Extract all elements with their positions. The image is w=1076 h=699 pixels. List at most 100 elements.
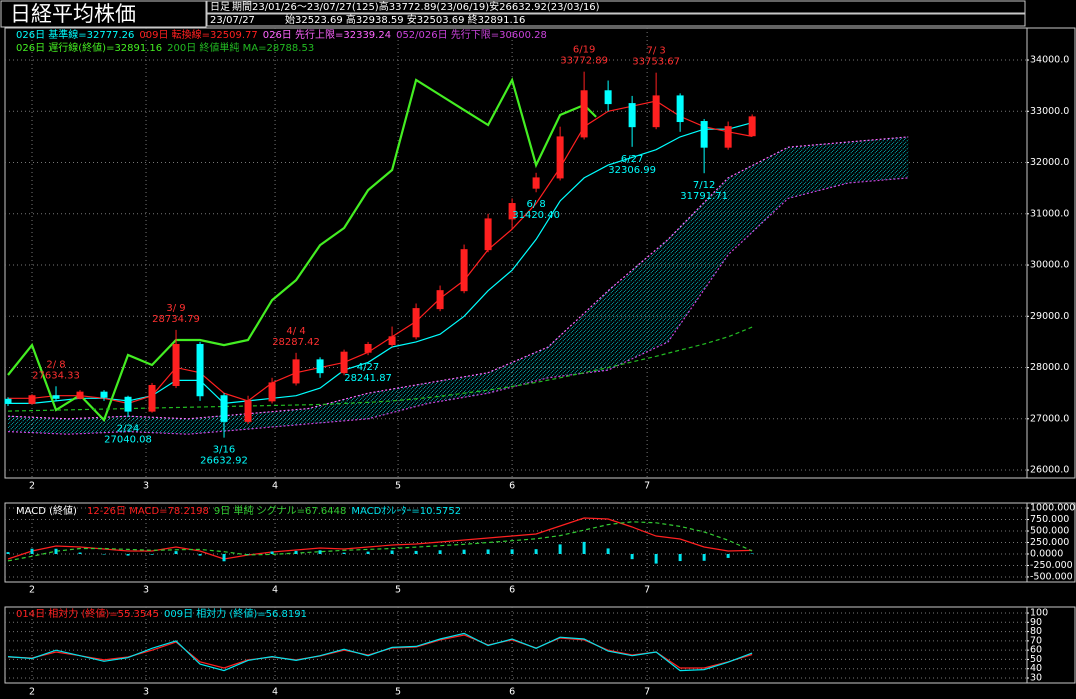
oscillator-bar — [126, 553, 130, 556]
annotation-date: 7/ 3 — [646, 46, 665, 57]
x-tick-label: 2 — [29, 481, 35, 492]
candle-body — [100, 391, 108, 398]
candle-body — [700, 121, 708, 148]
y-tick-label: 100 — [1030, 608, 1048, 619]
annotation-date: 6/ 8 — [526, 199, 545, 210]
oscillator-bar — [654, 553, 658, 564]
axis-frame — [1026, 27, 1076, 479]
date: 23/07/27 — [210, 15, 255, 26]
annotation-value: 26632.92 — [200, 456, 248, 467]
oscillator-bar — [582, 541, 586, 554]
y-tick-label: 31000.0 — [1030, 208, 1069, 219]
oscillator-bar — [102, 553, 106, 555]
x-tick-label: 2 — [29, 687, 35, 698]
legend-entry: 009日 転換線=32509.77 — [139, 28, 257, 41]
panel-title: MACD (終値) — [16, 504, 77, 517]
oscillator-bar — [438, 550, 442, 554]
y-tick-label: 70 — [1030, 635, 1042, 646]
info-row — [206, 0, 1026, 14]
candle-body — [4, 398, 12, 404]
legend-entry: 052/026日 先行下限=30600.28 — [396, 28, 547, 41]
candle-body — [172, 343, 180, 386]
y-tick-label: 27000.0 — [1030, 413, 1069, 424]
annotation-date: 6/27 — [621, 154, 643, 165]
candle-body — [748, 116, 756, 137]
y-tick-label: 750.000 — [1030, 514, 1069, 525]
annotation-value: 27634.33 — [32, 370, 80, 381]
oscillator-bar — [78, 552, 82, 554]
y-tick-label: 30000.0 — [1030, 260, 1069, 271]
legend-entry: 009日 相対力 (終値)=56.8191 — [164, 607, 307, 620]
candle-body — [436, 290, 444, 310]
y-tick-label: 28000.0 — [1030, 362, 1069, 373]
oscillator-bar — [30, 548, 34, 554]
annotation-date: 2/24 — [117, 424, 139, 435]
y-tick-label: 90 — [1030, 617, 1042, 628]
oscillator-bar — [54, 548, 58, 554]
y-tick-label: -250.000 — [1030, 560, 1073, 571]
legend-entry: 200日 終値単純 MA=28788.53 — [167, 41, 314, 54]
y-tick-label: 26000.0 — [1030, 465, 1069, 476]
annotation-date: 4/27 — [357, 362, 379, 373]
annotation-value: 28287.42 — [272, 337, 320, 348]
candle-body — [460, 249, 468, 292]
oscillator-bar — [750, 553, 754, 554]
oscillator-bar — [558, 544, 562, 554]
oscillator-bar — [366, 551, 370, 554]
series-line — [8, 100, 753, 405]
y-tick-label: 40 — [1030, 663, 1042, 674]
x-tick-label: 6 — [509, 585, 515, 596]
y-tick-label: 60 — [1030, 645, 1042, 656]
series-line — [7, 177, 909, 435]
oscillator-bar — [630, 553, 634, 560]
series-line — [7, 632, 753, 672]
x-tick-label: 4 — [272, 585, 278, 596]
candle-body — [340, 351, 348, 374]
y-tick-label: 32000.0 — [1030, 157, 1069, 168]
candle-body — [532, 177, 540, 189]
candle-body — [196, 343, 204, 397]
candle-body — [508, 203, 516, 220]
y-tick-label: 0.0000 — [1030, 548, 1063, 559]
x-tick-label: 7 — [644, 585, 650, 596]
annotation-date: 2/ 8 — [46, 359, 65, 370]
oscillator-bar — [678, 553, 682, 562]
axis-frame — [1026, 606, 1076, 684]
x-tick-label: 2 — [29, 585, 35, 596]
legend-entry: MACDｵｼﾚｰﾀｰ=10.5752 — [351, 505, 461, 517]
oscillator-bar — [150, 553, 154, 555]
x-tick-label: 3 — [143, 687, 149, 698]
oscillator-bar — [726, 553, 730, 558]
candle-body — [76, 391, 84, 399]
legend-entry: 014日 相対力 (終値)=55.3545 — [16, 607, 159, 620]
candle-body — [580, 90, 588, 138]
annotation-value: 31791.71 — [680, 191, 728, 202]
oscillator-bar — [246, 553, 250, 555]
candle-body — [388, 336, 396, 345]
annotation-date: 6/19 — [573, 45, 595, 56]
ohlc: 始32523.69 高32938.59 安32503.69 終32891.16 — [285, 13, 525, 26]
oscillator-bar — [222, 553, 226, 562]
legend-entry: 026日 遅行線(終値)=32891.16 — [16, 41, 162, 54]
x-tick-label: 4 — [272, 687, 278, 698]
candle-body — [148, 384, 156, 412]
legend-entry: 026日 先行上限=32339.24 — [263, 28, 391, 41]
annotation-date: 3/ 9 — [166, 303, 185, 314]
candle-body — [604, 90, 612, 105]
oscillator-bar — [270, 551, 274, 554]
oscillator-bar — [390, 550, 394, 554]
candle-body — [316, 359, 324, 374]
oscillator-bar — [486, 549, 490, 554]
ichimoku-cloud — [8, 136, 909, 435]
annotation-value: 32306.99 — [608, 165, 656, 176]
candle-body — [676, 95, 684, 123]
candle-body — [244, 400, 252, 422]
candle-body — [556, 136, 564, 179]
y-tick-label: 34000.0 — [1030, 55, 1069, 66]
legend-entry: 026日 基準線=32777.26 — [16, 28, 134, 41]
oscillator-bar — [702, 553, 706, 561]
annotation-value: 28241.87 — [344, 373, 392, 384]
candle-body — [52, 395, 60, 399]
